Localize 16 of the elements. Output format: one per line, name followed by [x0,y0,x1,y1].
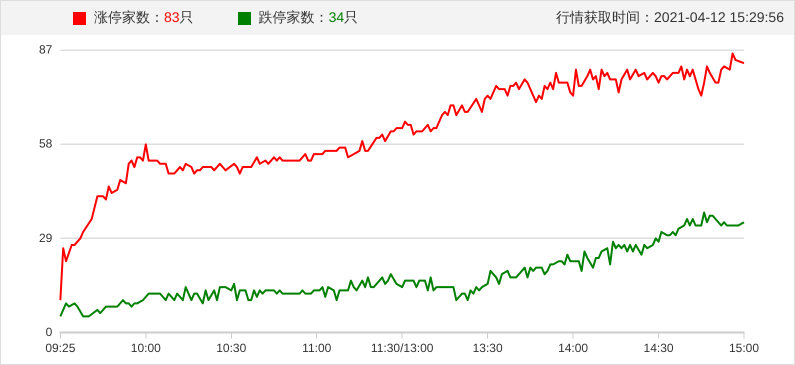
x-tick-label: 10:30 [216,341,247,356]
x-tick-label: 09:25 [45,341,76,356]
x-tick-label: 11:30/13:00 [370,341,434,356]
y-tick-label: 0 [46,324,53,339]
x-tick-label: 10:00 [130,341,162,356]
y-tick-label: 29 [38,230,53,245]
x-tick-label: 15:00 [728,341,760,356]
x-tick-label: 11:00 [302,341,332,356]
legend-label: 涨停家数：83只 [94,9,194,25]
x-tick-label: 13:30 [472,341,503,356]
x-tick-label: 14:30 [644,341,674,356]
y-tick-label: 87 [38,42,53,57]
chart-subtitle: 行情获取时间：2021-04-12 15:29:56 [556,9,784,27]
x-tick-label: 14:00 [558,341,588,356]
y-tick-label: 58 [38,136,53,151]
legend-label: 跌停家数：34只 [258,9,358,25]
